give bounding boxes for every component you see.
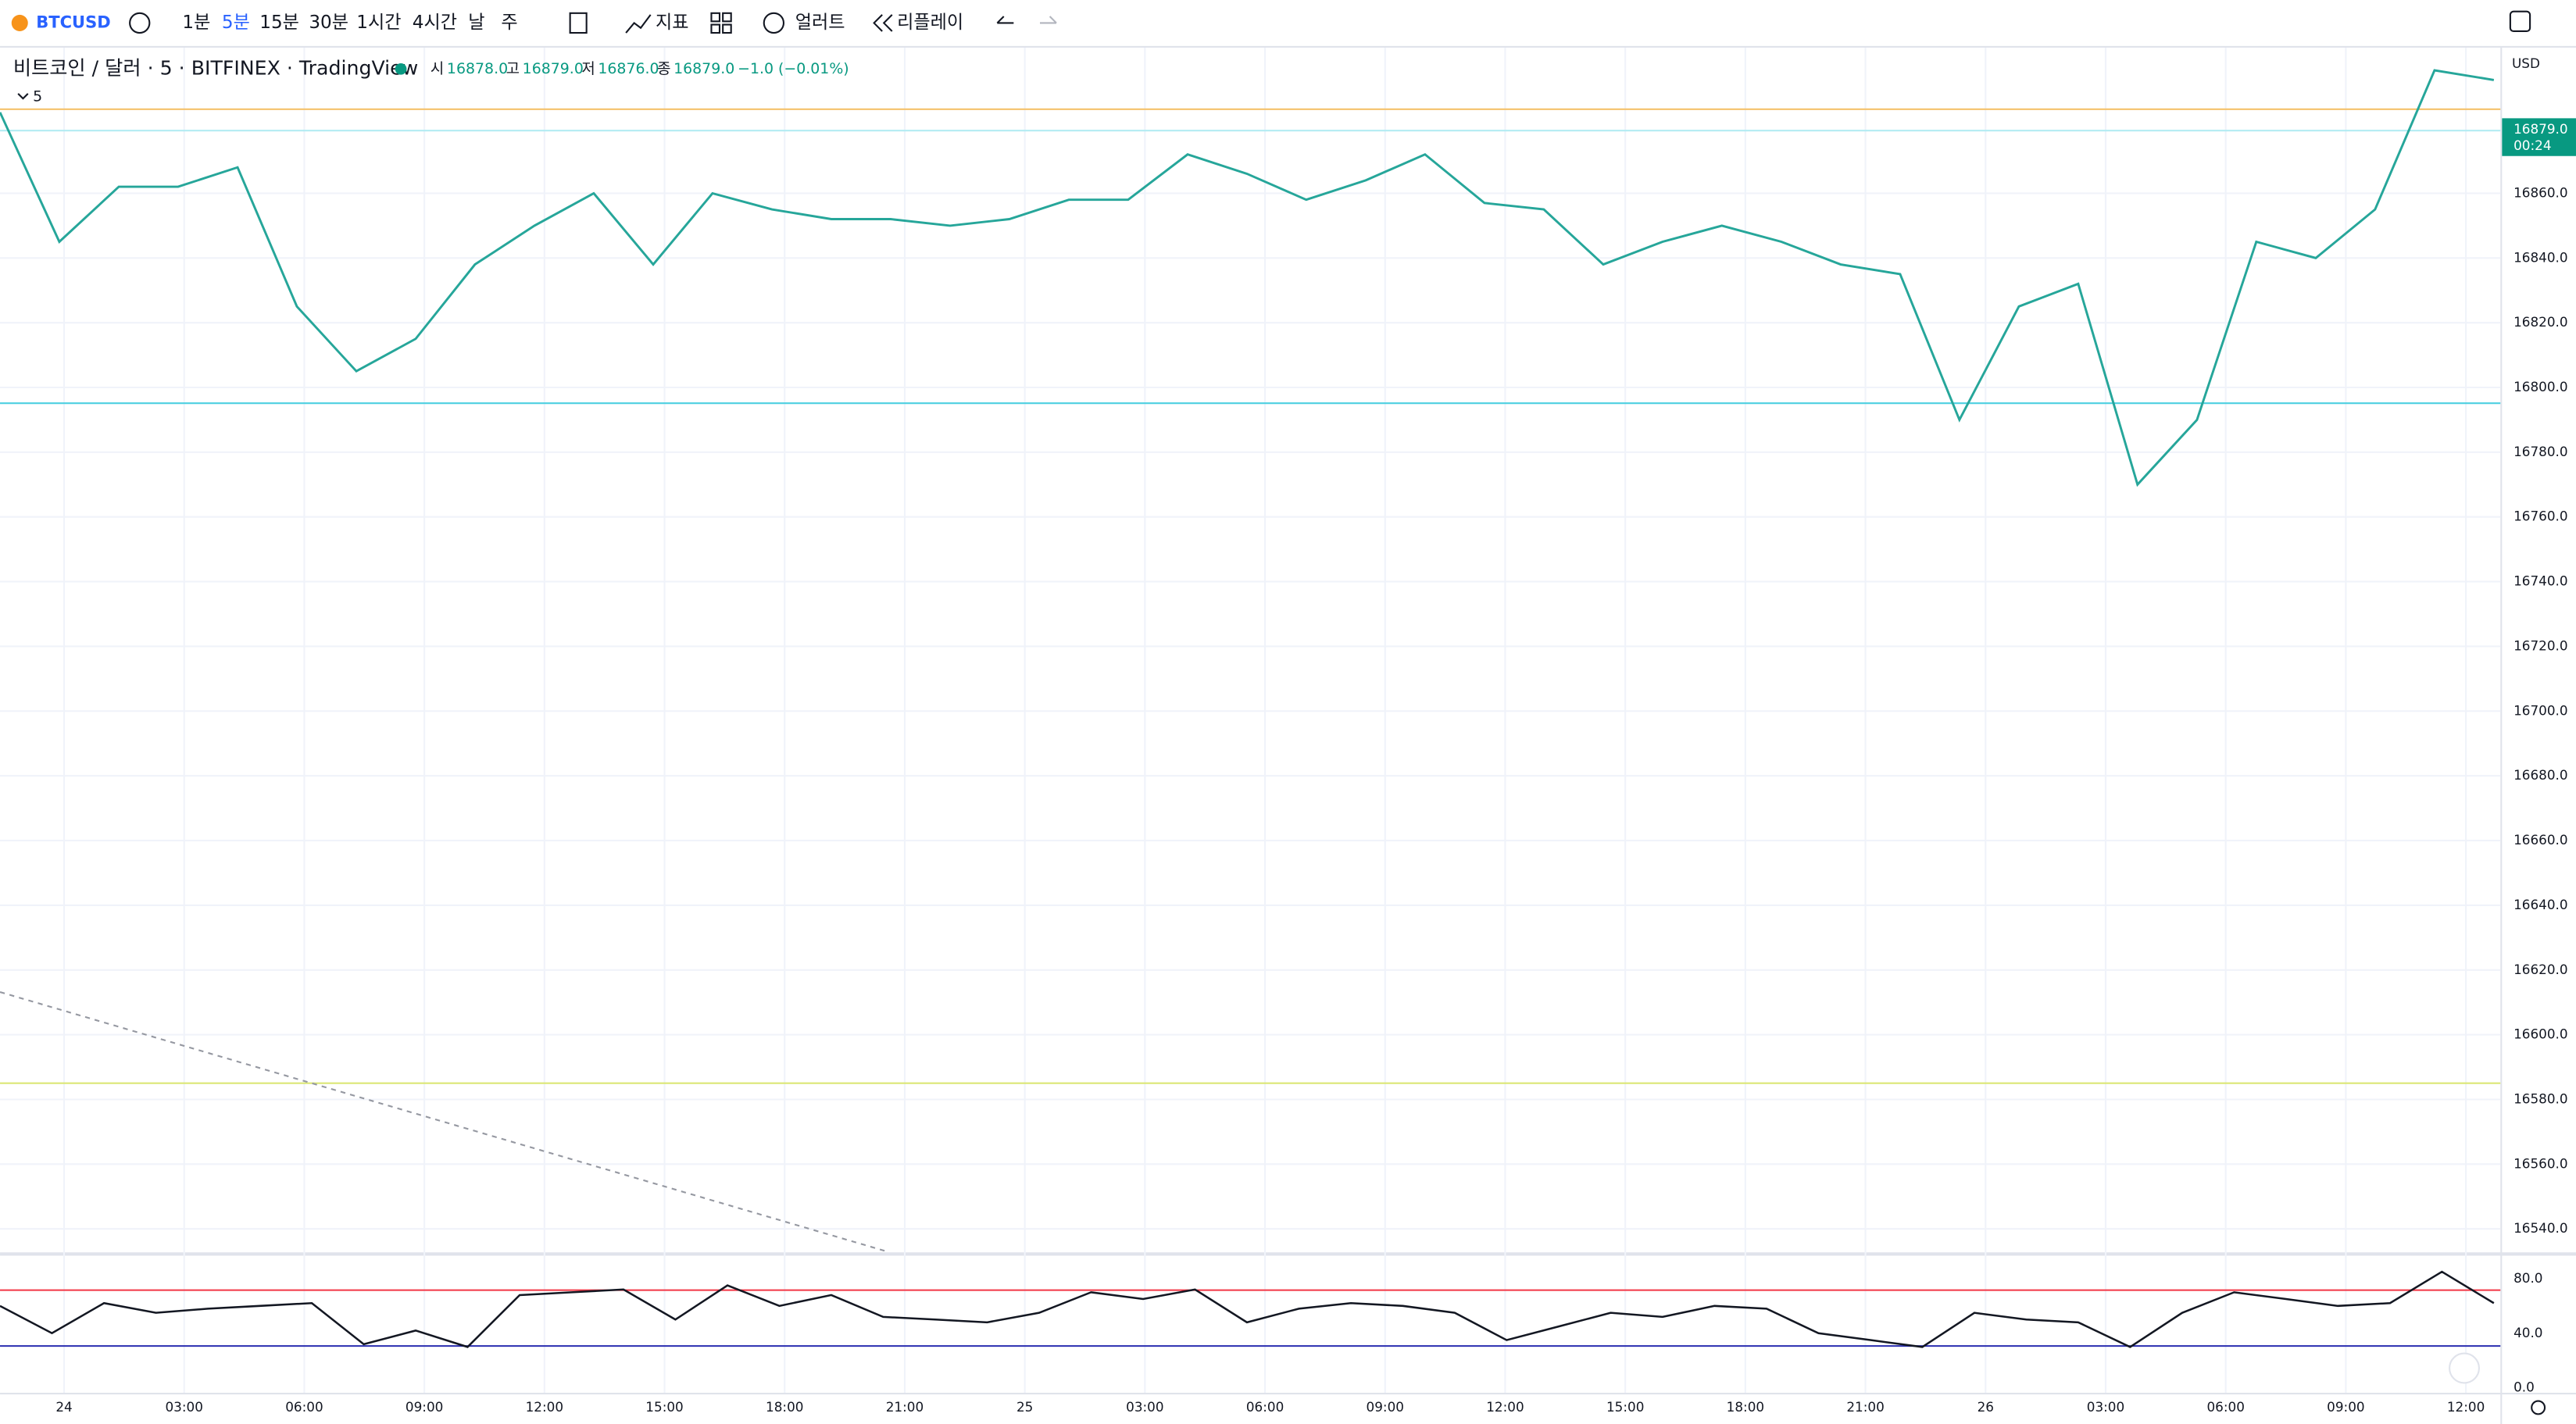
ohlc: 시 16878.0고 16879.0저 16876.0종 16879.0 <box>431 60 734 77</box>
currency[interactable]: USD <box>2512 55 2540 71</box>
layout-icon <box>722 23 732 34</box>
change: −1.0 (−0.01%) <box>738 60 849 77</box>
last-price: 16879.0 <box>2513 121 2568 137</box>
price-tick-label: 16580.0 <box>2513 1090 2568 1106</box>
fullscreen[interactable] <box>2509 10 2531 33</box>
add-symbol[interactable] <box>129 12 151 34</box>
price-tick-label: 16840.0 <box>2513 249 2568 265</box>
replay-icon <box>873 14 893 32</box>
indicators-icon <box>625 14 652 34</box>
time-tick-label: 12:00 <box>526 1399 563 1415</box>
countdown: 00:24 <box>2513 137 2551 153</box>
time-tick-label: 12:00 <box>2447 1399 2485 1415</box>
time-tick-label: 18:00 <box>1727 1399 1764 1415</box>
interval[interactable]: 30분 <box>309 12 348 33</box>
interval[interactable]: 주 <box>501 12 517 33</box>
alert-icon <box>763 12 785 34</box>
ohlc-value: 16876.0 <box>598 60 659 77</box>
price-tick-label: 16720.0 <box>2513 637 2568 653</box>
last-price-tag <box>2502 118 2576 156</box>
time-tick-label: 12:00 <box>1486 1399 1524 1415</box>
price-tick-label: 16600.0 <box>2513 1026 2568 1042</box>
price-tick-label: 16860.0 <box>2513 184 2568 200</box>
interval[interactable]: 1분 <box>182 12 210 33</box>
chart-type[interactable] <box>569 12 588 34</box>
time-tick-label: 09:00 <box>2327 1399 2364 1415</box>
layout-icon <box>710 23 721 34</box>
time-tick-label: 25 <box>1016 1399 1033 1415</box>
coin-icon <box>11 14 28 31</box>
rsi-line <box>0 1270 2495 1348</box>
status-dot <box>395 62 407 75</box>
price-tick-label: 16640.0 <box>2513 897 2568 912</box>
layout-icon[interactable] <box>710 12 721 23</box>
time-tick-label: 26 <box>1978 1399 1994 1415</box>
undo[interactable] <box>996 16 1014 24</box>
time-tick-label: 24 <box>55 1399 72 1415</box>
ohlc-value: 16879.0 <box>673 60 734 77</box>
redo[interactable] <box>1039 16 1057 24</box>
time-tick-label: 21:00 <box>886 1399 924 1415</box>
time-tick-label: 15:00 <box>1606 1399 1644 1415</box>
collapse[interactable] <box>17 93 29 100</box>
price-tick-label: 16560.0 <box>2513 1155 2568 1171</box>
ohlc-value: 16878.0 <box>447 60 508 77</box>
indicator-count: 5 <box>33 88 42 105</box>
ohlc-label: 고 <box>506 60 520 77</box>
price-tick-label: 16660.0 <box>2513 832 2568 848</box>
time-tick-label: 09:00 <box>1367 1399 1404 1415</box>
replay[interactable]: 리플레이 <box>897 12 963 33</box>
intervals: 1분 5분 15분 30분 1시간 4시간 날 주 <box>182 12 517 33</box>
price-tick-label: 16780.0 <box>2513 444 2568 459</box>
price-tick-label: 16700.0 <box>2513 702 2568 718</box>
rsi-tick-label: 40.0 <box>2513 1325 2542 1340</box>
time-tick-label: 21:00 <box>1846 1399 1884 1415</box>
interval[interactable]: 1시간 <box>356 12 401 33</box>
ohlc-label: 시 <box>431 60 444 77</box>
ohlc-label: 종 <box>657 60 670 77</box>
ohlc-value: 16879.0 <box>523 60 584 77</box>
interval[interactable]: 날 <box>468 12 484 33</box>
price-tick-label: 16620.0 <box>2513 962 2568 977</box>
price-tick-label: 16820.0 <box>2513 314 2568 330</box>
time-tick-label: 09:00 <box>406 1399 443 1415</box>
legend-title: 비트코인 / 달러 · 5 · BITFINEX · TradingView <box>13 56 418 79</box>
time-tick-label: 03:00 <box>166 1399 203 1415</box>
time-tick-label: 06:00 <box>285 1399 323 1415</box>
interval[interactable]: 5분 <box>222 12 250 33</box>
time-tick-label: 03:00 <box>2087 1399 2124 1415</box>
plot <box>0 69 2495 1348</box>
interval[interactable]: 4시간 <box>413 12 457 33</box>
price-tick-label: 16540.0 <box>2513 1220 2568 1236</box>
time-tick-label: 03:00 <box>1126 1399 1163 1415</box>
grid <box>0 47 2501 1394</box>
alerts[interactable]: 얼러트 <box>795 12 845 33</box>
scroll-button[interactable] <box>2449 1352 2480 1384</box>
price-line <box>0 69 2495 487</box>
time-tick-label: 06:00 <box>2206 1399 2244 1415</box>
indicators[interactable]: 지표 <box>656 12 689 33</box>
settings[interactable] <box>2531 1400 2546 1415</box>
rsi-tick-label: 0.0 <box>2513 1379 2535 1395</box>
interval[interactable]: 15분 <box>259 12 299 33</box>
time-tick-label: 18:00 <box>766 1399 803 1415</box>
trend-line <box>0 990 888 1253</box>
layout-icon <box>722 12 732 23</box>
price-tick-label: 16740.0 <box>2513 573 2568 589</box>
ohlc-label: 저 <box>581 60 595 77</box>
time-tick-label: 15:00 <box>645 1399 683 1415</box>
symbol[interactable]: BTCUSD <box>36 12 110 31</box>
price-tick-label: 16760.0 <box>2513 509 2568 524</box>
price-tick-label: 16800.0 <box>2513 379 2568 394</box>
time-tick-label: 06:00 <box>1246 1399 1284 1415</box>
price-tick-label: 16680.0 <box>2513 767 2568 783</box>
rsi-tick-label: 80.0 <box>2513 1270 2542 1286</box>
